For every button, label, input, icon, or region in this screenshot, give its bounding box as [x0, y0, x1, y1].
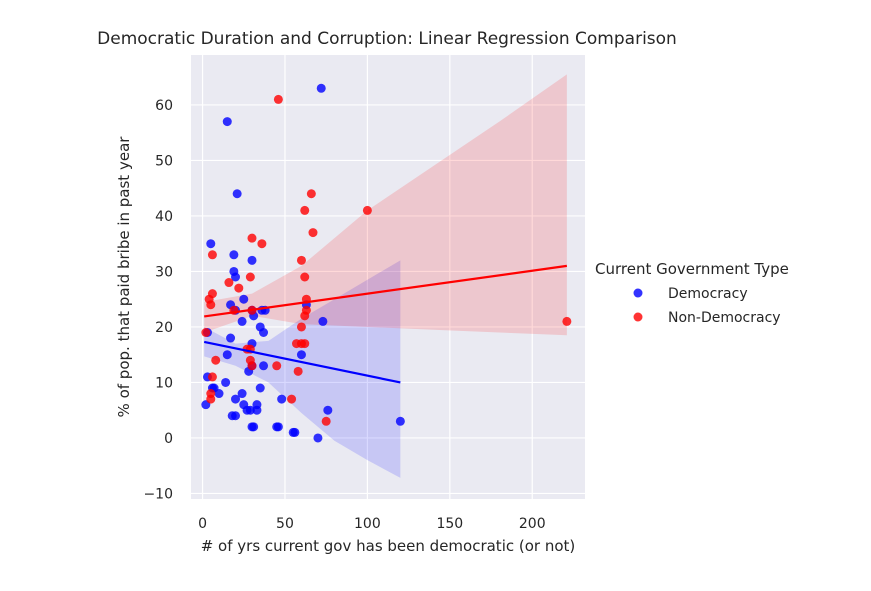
data-point	[292, 339, 302, 349]
data-point	[231, 272, 241, 282]
data-point	[226, 333, 236, 343]
data-point	[257, 239, 267, 249]
legend-marker	[633, 312, 643, 322]
data-point	[277, 394, 287, 404]
legend-title: Current Government Type	[595, 260, 789, 278]
data-point	[237, 316, 247, 326]
y-tick-label: 30	[155, 264, 173, 280]
data-point	[273, 422, 283, 432]
y-tick-label: 10	[155, 375, 173, 391]
x-tick-label: 200	[519, 516, 546, 532]
data-point	[259, 361, 269, 371]
data-point	[224, 278, 234, 288]
legend-label: Non-Democracy	[668, 310, 781, 326]
data-point	[362, 205, 372, 215]
x-tick-label: 100	[354, 516, 381, 532]
y-axis-label: % of pop. that paid bribe in past year	[115, 136, 133, 418]
data-point	[296, 255, 306, 265]
data-point	[300, 272, 310, 282]
legend-label: Democracy	[668, 286, 748, 302]
data-point	[231, 411, 241, 421]
data-point	[245, 405, 255, 415]
x-tick-labels: 0 50 100 150 200	[198, 516, 546, 532]
data-point	[229, 250, 239, 260]
y-tick-labels: −10 0 10 20 30 40 50 60	[143, 98, 173, 503]
data-point	[247, 361, 257, 371]
data-point	[239, 294, 249, 304]
data-point	[211, 355, 221, 365]
x-tick-label: 150	[436, 516, 463, 532]
data-point	[323, 405, 333, 415]
legend-items: Democracy Non-Democracy	[633, 286, 781, 326]
data-point	[313, 433, 323, 443]
data-point	[290, 427, 300, 437]
data-point	[259, 328, 269, 337]
data-points	[201, 83, 572, 443]
data-point	[207, 372, 217, 382]
legend: Current Government Type Democracy Non-Dem…	[595, 260, 789, 326]
x-tick-label: 0	[198, 516, 207, 532]
data-point	[206, 239, 216, 249]
data-point	[395, 416, 405, 426]
data-point	[318, 316, 328, 326]
data-point	[207, 250, 217, 260]
data-point	[296, 350, 306, 360]
y-tick-label: 40	[155, 209, 173, 225]
data-point	[296, 322, 306, 332]
data-point	[300, 311, 310, 321]
data-point	[221, 377, 231, 387]
data-point	[272, 361, 282, 371]
data-point	[300, 339, 310, 349]
data-point	[300, 205, 310, 215]
y-tick-label: 50	[155, 153, 173, 169]
data-point	[207, 289, 217, 299]
legend-marker	[633, 288, 643, 298]
y-tick-label: −10	[143, 486, 173, 502]
x-axis-label: # of yrs current gov has been democratic…	[201, 537, 576, 555]
data-point	[234, 283, 244, 293]
data-point	[293, 366, 303, 376]
data-point	[237, 389, 247, 399]
data-point	[247, 255, 257, 265]
data-point	[214, 389, 224, 399]
data-point	[249, 422, 259, 432]
data-point	[222, 350, 232, 360]
regression-lines	[203, 264, 568, 384]
chart-title: Democratic Duration and Corruption: Line…	[97, 29, 677, 49]
data-point	[306, 189, 316, 199]
regression-line	[203, 340, 401, 384]
regression-line	[204, 264, 568, 318]
x-tick-label: 50	[276, 516, 294, 532]
data-point	[255, 383, 265, 393]
data-point	[321, 416, 331, 426]
data-point	[201, 328, 211, 337]
data-point	[245, 272, 255, 282]
y-tick-label: 0	[164, 431, 173, 447]
data-point	[252, 405, 262, 415]
data-point	[231, 394, 241, 404]
data-point	[273, 94, 283, 104]
confidence-band	[204, 74, 567, 336]
y-tick-label: 20	[155, 320, 173, 336]
y-tick-label: 60	[155, 98, 173, 114]
confidence-band	[204, 260, 401, 478]
data-point	[222, 117, 232, 127]
data-point	[562, 316, 572, 326]
data-point	[287, 394, 297, 404]
data-point	[206, 300, 216, 310]
data-point	[316, 83, 326, 93]
data-point	[206, 394, 216, 404]
data-point	[308, 228, 318, 238]
data-point	[247, 233, 257, 243]
data-point	[232, 189, 242, 199]
confidence-bands	[204, 74, 567, 478]
